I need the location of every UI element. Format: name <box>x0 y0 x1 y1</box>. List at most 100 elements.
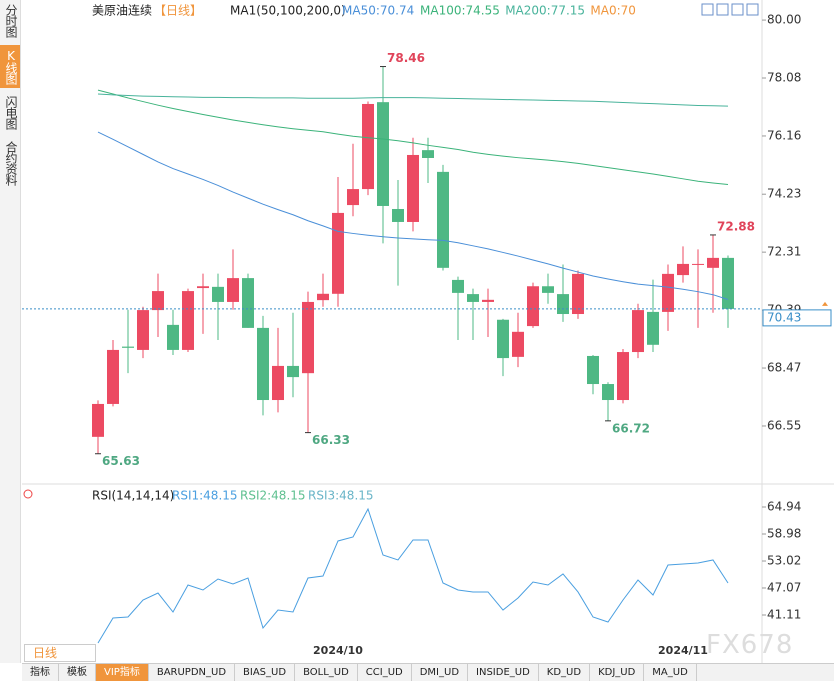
ma-line <box>97 131 729 301</box>
legend-entry: MA100:74.55 <box>420 4 500 18</box>
candle-body <box>107 349 119 404</box>
sidebar: 分时图 K线图闪电图合约资料 <box>0 0 21 663</box>
y-tick-label: 58.98 <box>767 527 801 541</box>
indicator-name: RSI(14,14,14) <box>92 489 174 503</box>
candle-body <box>572 273 584 315</box>
chart: 80.0078.0876.1674.2372.3170.3968.4766.55… <box>22 0 834 663</box>
candle-body <box>482 299 494 302</box>
candle-body <box>692 263 704 265</box>
candle-body <box>137 310 149 350</box>
candle-body <box>452 279 464 293</box>
annotation: 72.88 <box>717 219 755 233</box>
candle-body <box>212 286 224 302</box>
candle-body <box>662 273 674 312</box>
settings-icon[interactable] <box>23 489 33 499</box>
toolbar-icons <box>701 3 759 16</box>
indicator-tab[interactable]: 模板 <box>59 664 96 681</box>
annotation: 78.46 <box>387 51 425 65</box>
annotation: 66.72 <box>612 421 650 435</box>
y-tick-label: 53.02 <box>767 554 801 568</box>
candle-body <box>362 103 374 190</box>
candle-body <box>602 384 614 401</box>
candle-body <box>272 365 284 401</box>
legend-entry: MA0:70 <box>590 4 636 18</box>
indicator-tab[interactable]: INSIDE_UD <box>468 664 539 681</box>
y-tick-label: 68.47 <box>767 361 801 375</box>
indicator-tab[interactable]: 指标 <box>22 664 59 681</box>
candle-body <box>242 278 254 328</box>
candle-body <box>317 293 329 301</box>
candle-body <box>332 212 344 294</box>
legend-entry: MA200:77.15 <box>505 4 585 18</box>
sidebar-tab[interactable]: 分时图 <box>4 4 18 37</box>
indicator-tab[interactable]: BIAS_UD <box>235 664 296 681</box>
last-price-arrow <box>822 301 828 306</box>
indicator-tab[interactable]: CCI_UD <box>358 664 412 681</box>
y-tick-label: 76.16 <box>767 128 801 142</box>
candle-body <box>527 286 539 327</box>
legend-entry: RSI1:48.15 <box>172 489 238 503</box>
legend-entry: MA50:70.74 <box>342 4 414 18</box>
candle-body <box>707 257 719 268</box>
candle-body <box>407 154 419 222</box>
candle-body <box>677 263 689 276</box>
y-tick-label: 41.11 <box>767 607 801 621</box>
last-price-box <box>762 309 832 327</box>
candle-body <box>392 208 404 222</box>
candle-body <box>542 286 554 293</box>
y-tick-label: 72.31 <box>767 245 801 259</box>
candle-body <box>257 327 269 401</box>
sidebar-tab[interactable]: K线图 <box>0 45 20 88</box>
indicator-name: MA1(50,100,200,0) <box>230 4 346 18</box>
indicator-tab[interactable]: MA_UD <box>644 664 697 681</box>
y-tick-label: 80.00 <box>767 13 801 27</box>
ma-line <box>97 89 729 186</box>
last-price-label: 70.43 <box>767 310 801 324</box>
indicator-tab[interactable]: BARUPDN_UD <box>149 664 236 681</box>
indicator-tab[interactable]: VIP指标 <box>96 664 149 681</box>
ma-line <box>97 93 729 107</box>
candle-body <box>422 150 434 158</box>
candle-body <box>377 102 389 206</box>
candle-body <box>722 257 734 309</box>
candle-body <box>467 294 479 302</box>
candle-body <box>197 286 209 289</box>
indicator-tab[interactable]: DMI_UD <box>412 664 469 681</box>
y-tick-label: 47.07 <box>767 580 801 594</box>
candle-body <box>347 189 359 206</box>
legend-entry: RSI3:48.15 <box>308 489 374 503</box>
candle-body <box>92 403 104 437</box>
candle-body <box>497 319 509 359</box>
watermark: FX678 <box>706 630 794 660</box>
x-tick-label: 2024/10 <box>313 644 363 657</box>
y-tick-label: 74.23 <box>767 187 801 201</box>
annotation: 66.33 <box>312 433 350 447</box>
candle-body <box>227 278 239 302</box>
sidebar-tab[interactable]: 闪电图 <box>4 96 18 129</box>
candle-body <box>557 294 569 315</box>
indicator-tab[interactable]: BOLL_UD <box>295 664 358 681</box>
candle-body <box>437 171 449 268</box>
candle-body <box>512 331 524 357</box>
rsi-line <box>97 507 729 644</box>
candle-body <box>587 355 599 385</box>
period-label: 【日线】 <box>154 4 202 18</box>
y-tick-label: 66.55 <box>767 418 801 432</box>
candle-body <box>617 352 629 401</box>
candle-body <box>632 310 644 353</box>
indicator-tab[interactable]: KDJ_UD <box>590 664 645 681</box>
annotation: 65.63 <box>102 454 140 468</box>
candle-body <box>287 365 299 378</box>
candle-body <box>302 301 314 374</box>
y-tick-label: 64.94 <box>767 499 801 513</box>
sidebar-tab[interactable]: 合约资料 <box>4 141 18 185</box>
indicator-tab[interactable]: KD_UD <box>539 664 591 681</box>
candle-body <box>122 346 134 348</box>
period-button[interactable]: 日线 <box>24 644 96 662</box>
x-tick-label: 2024/11 <box>658 644 708 657</box>
candle-body <box>182 291 194 350</box>
candle-body <box>152 291 164 311</box>
candle-body <box>167 324 179 350</box>
y-tick-label: 78.08 <box>767 71 801 85</box>
